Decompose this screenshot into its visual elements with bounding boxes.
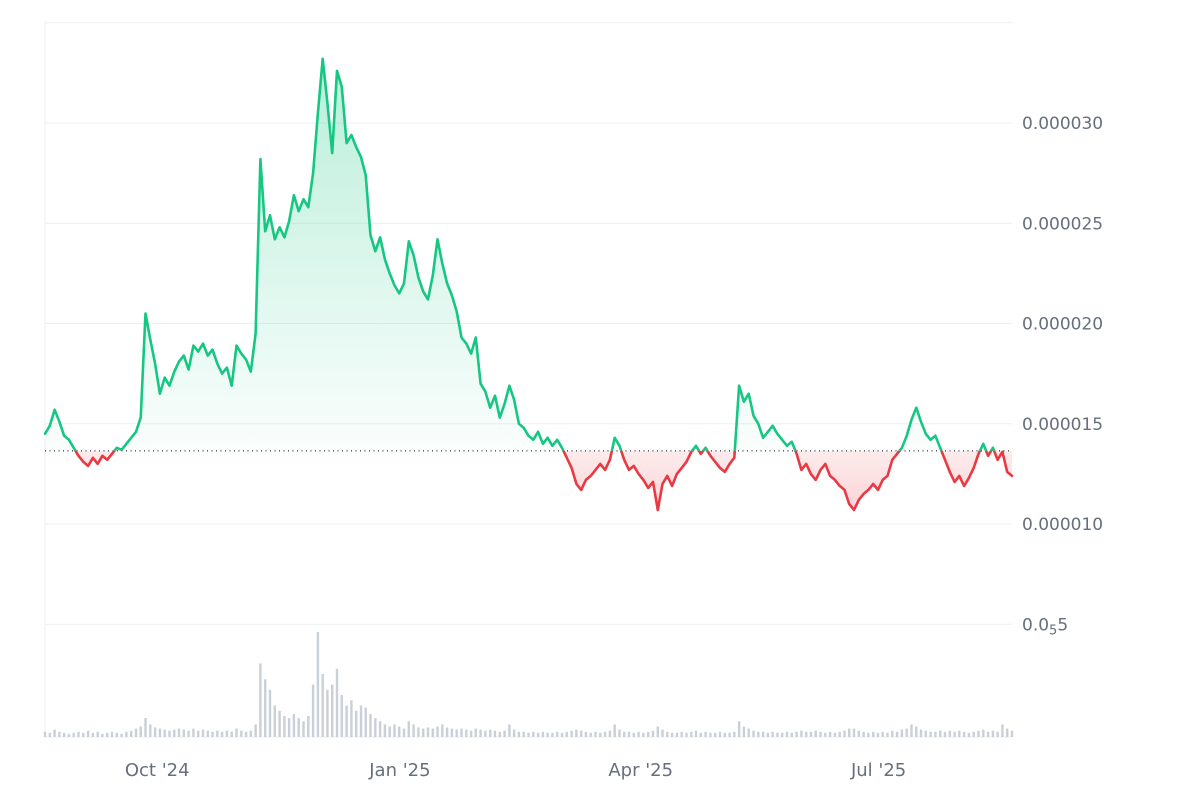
price-line-up xyxy=(43,57,1004,451)
x-tick-label: Oct '24 xyxy=(125,760,190,781)
x-tick-label: Jul '25 xyxy=(850,760,906,781)
y-tick-label: 0.000015 xyxy=(1022,415,1103,435)
x-tick-label: Apr '25 xyxy=(608,760,673,781)
price-area-up xyxy=(45,58,995,451)
volume-bars xyxy=(43,632,1014,738)
y-axis-labels: 0.000030 0.000025 0.000020 0.000015 0.000010… xyxy=(1022,114,1103,638)
x-axis-labels: Oct '24 Jan '25 Apr '25 Jul '25 xyxy=(125,760,906,781)
y-tick-label: 0.000030 xyxy=(1022,114,1103,134)
price-line-down xyxy=(73,450,1014,512)
y-tick-label: 0.000020 xyxy=(1022,315,1103,335)
y-tick-label: 0.000010 xyxy=(1022,515,1103,535)
y-tick-label: 0.055 xyxy=(1022,615,1068,638)
y-tick-label: 0.000025 xyxy=(1022,214,1103,234)
x-tick-label: Jan '25 xyxy=(368,760,430,781)
